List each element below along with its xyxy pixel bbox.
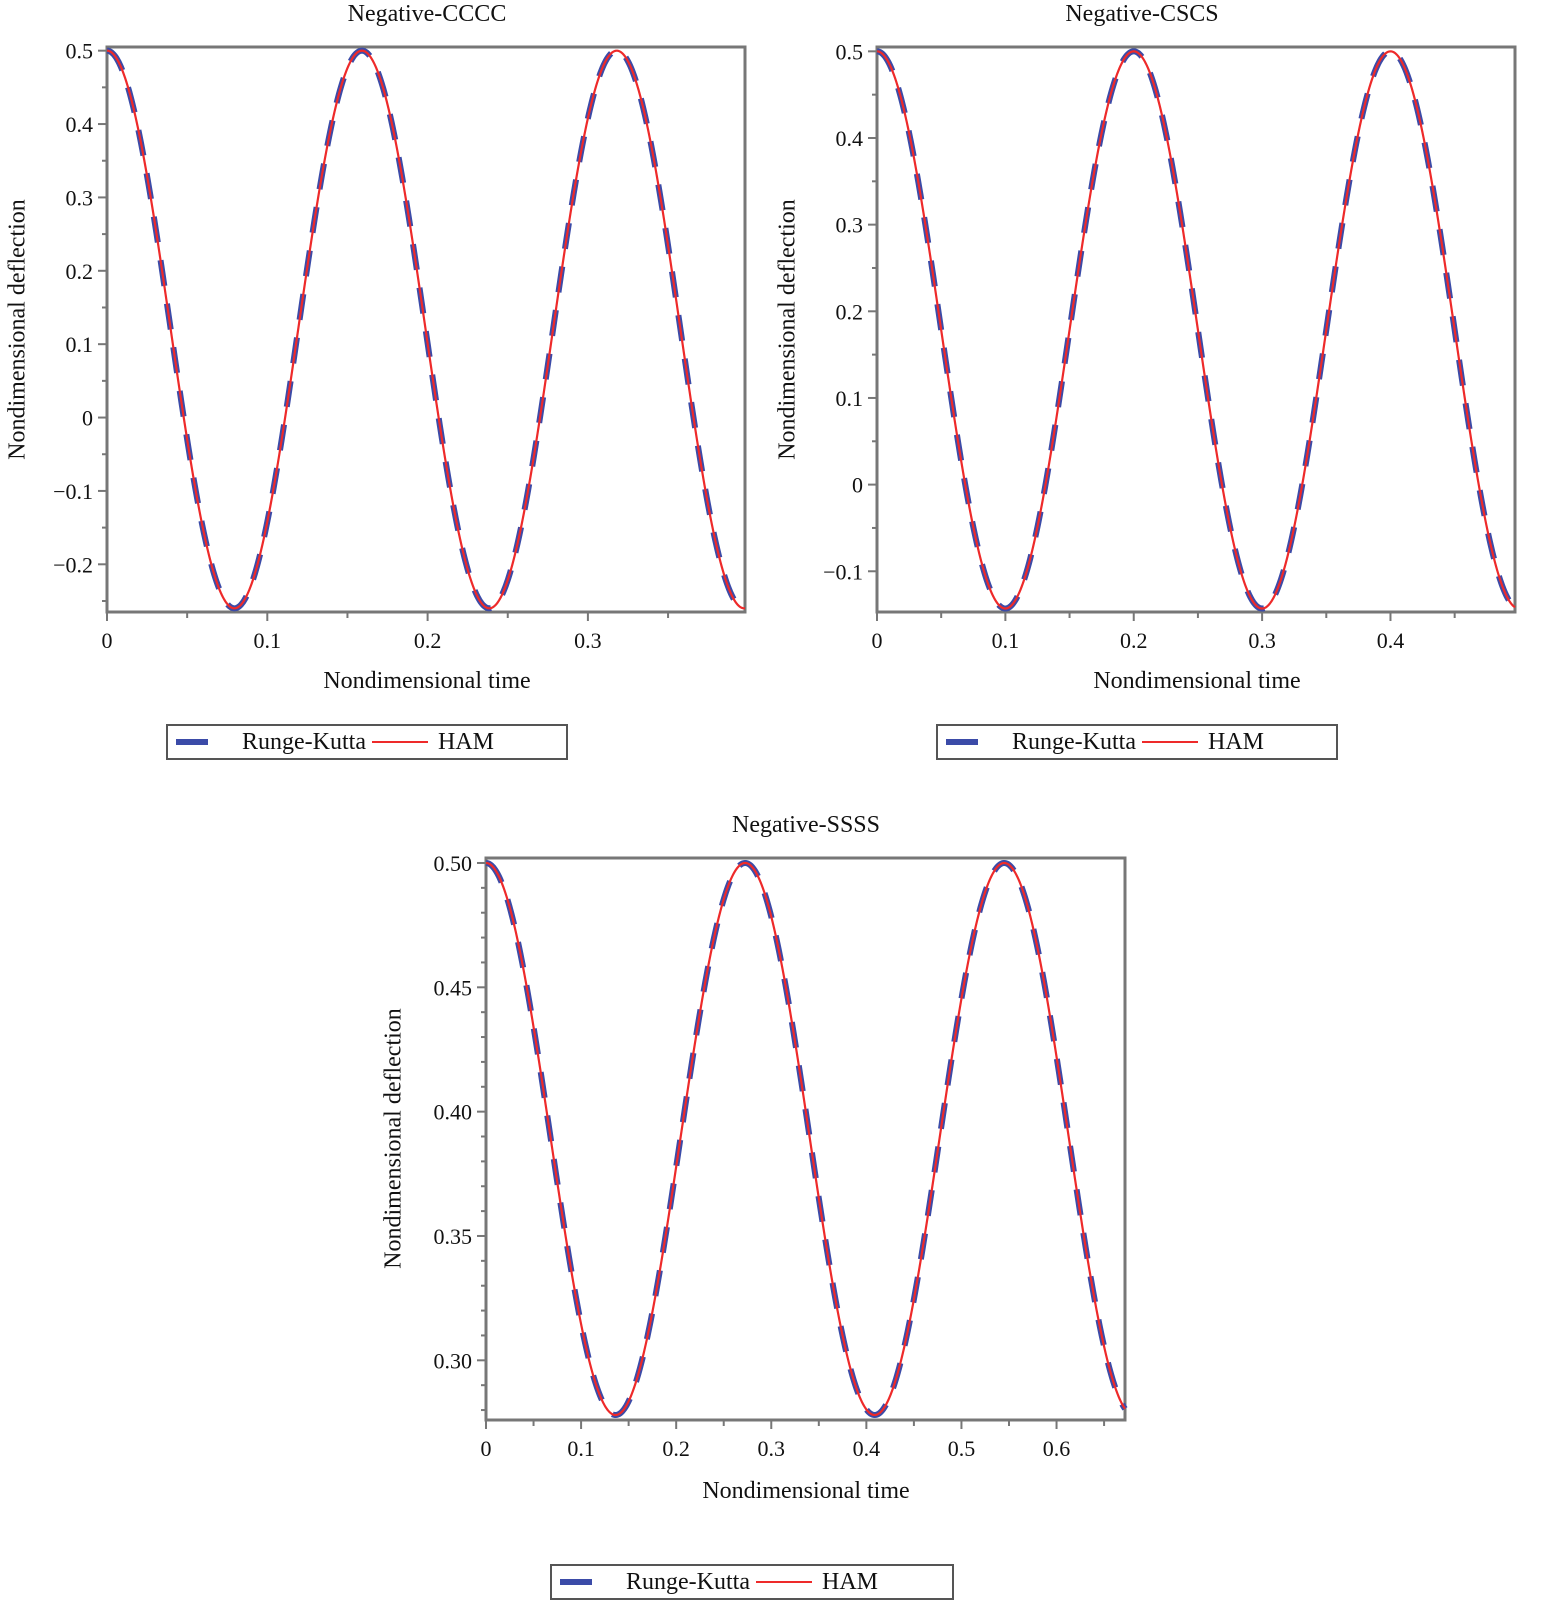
- x-axis-label: Nondimensional time: [323, 668, 531, 694]
- x-tick-label: 0: [872, 628, 883, 653]
- y-tick-label: 0.1: [66, 332, 94, 357]
- x-tick-label: 0.1: [992, 628, 1020, 653]
- y-tick-label: 0.1: [836, 386, 864, 411]
- y-tick-label: 0.5: [66, 39, 94, 64]
- x-tick-label: 0.2: [414, 628, 442, 653]
- chart-title: Negative-CCCC: [347, 1, 507, 27]
- x-tick-label: 0.1: [567, 1436, 595, 1461]
- ham-swatch-icon: [371, 741, 428, 743]
- y-tick-label: 0.3: [836, 213, 864, 238]
- legend: Runge-Kutta HAM: [166, 724, 568, 760]
- legend-label-runge-kutta: Runge-Kutta: [626, 1568, 750, 1595]
- y-tick-label: 0.50: [434, 851, 473, 876]
- x-axis-label: Nondimensional time: [702, 1478, 910, 1504]
- chart-panel-cccc: Negative-CCCC Nondimensional deflection …: [0, 0, 770, 780]
- y-tick-label: −0.2: [53, 552, 93, 577]
- y-tick-label: 0: [82, 406, 93, 431]
- ham-swatch-icon: [1141, 741, 1198, 743]
- y-tick-label: −0.1: [823, 559, 863, 584]
- y-tick-label: 0.2: [836, 299, 864, 324]
- y-tick-label: 0.2: [66, 259, 94, 284]
- legend-label-ham: HAM: [821, 1568, 878, 1595]
- x-tick-label: 0.3: [758, 1436, 786, 1461]
- x-tick-label: 0.1: [254, 628, 282, 653]
- x-tick-label: 0.2: [662, 1436, 690, 1461]
- y-tick-label: 0.45: [434, 975, 473, 1000]
- plot-area: 0 0.1 0.2 0.3 −0.2 −0.1 0 0.1 0.2 0.3 0.4 0.5: [53, 39, 747, 653]
- ham-swatch-icon: [755, 1581, 812, 1583]
- ham-curve: [106, 49, 746, 610]
- ham-curve: [485, 861, 1126, 1417]
- legend: Runge-Kutta HAM: [550, 1564, 954, 1600]
- chart-title: Negative-CSCS: [1065, 1, 1219, 27]
- chart-title: Negative-SSSS: [731, 812, 880, 838]
- ham-curve: [876, 50, 1516, 610]
- x-tick-label: 0.4: [1377, 628, 1405, 653]
- x-tick-label: 0.3: [1248, 628, 1276, 653]
- legend-label-ham: HAM: [1207, 728, 1264, 755]
- runge-kutta-swatch-icon: [946, 739, 978, 745]
- legend-label-runge-kutta: Runge-Kutta: [1012, 728, 1136, 755]
- chart-panel-cscs: Negative-CSCS Nondimensional deflection …: [0, 0, 1552, 780]
- x-tick-label: 0.3: [574, 628, 602, 653]
- y-tick-label: 0.5: [836, 39, 864, 64]
- y-tick-label: 0.30: [434, 1348, 473, 1373]
- x-tick-label: 0.6: [1043, 1436, 1071, 1461]
- x-tick-label: 0: [102, 628, 113, 653]
- y-tick-label: 0.4: [66, 112, 94, 137]
- x-axis-label: Nondimensional time: [1093, 668, 1301, 694]
- y-tick-label: 0.4: [836, 126, 864, 151]
- y-tick-label: −0.1: [53, 479, 93, 504]
- x-tick-label: 0.2: [1120, 628, 1148, 653]
- x-tick-label: 0: [481, 1436, 492, 1461]
- legend: Runge-Kutta HAM: [936, 724, 1338, 760]
- y-tick-label: 0: [852, 473, 863, 498]
- x-tick-label: 0.5: [948, 1436, 976, 1461]
- plot-area: 0 0.1 0.2 0.3 0.4 0.5 0.6 0.30 0.35 0.40 0.45 0.50: [434, 851, 1128, 1461]
- y-tick-label: 0.35: [434, 1224, 473, 1249]
- legend-label-runge-kutta: Runge-Kutta: [242, 728, 366, 755]
- runge-kutta-swatch-icon: [176, 739, 208, 745]
- legend-label-ham: HAM: [437, 728, 494, 755]
- plot-area: 0 0.1 0.2 0.3 0.4 −0.1 0 0.1 0.2 0.3 0.4 0.5: [823, 39, 1517, 653]
- x-tick-label: 0.4: [853, 1436, 881, 1461]
- y-tick-label: 0.3: [66, 185, 94, 210]
- y-tick-label: 0.40: [434, 1100, 473, 1125]
- runge-kutta-swatch-icon: [560, 1579, 592, 1585]
